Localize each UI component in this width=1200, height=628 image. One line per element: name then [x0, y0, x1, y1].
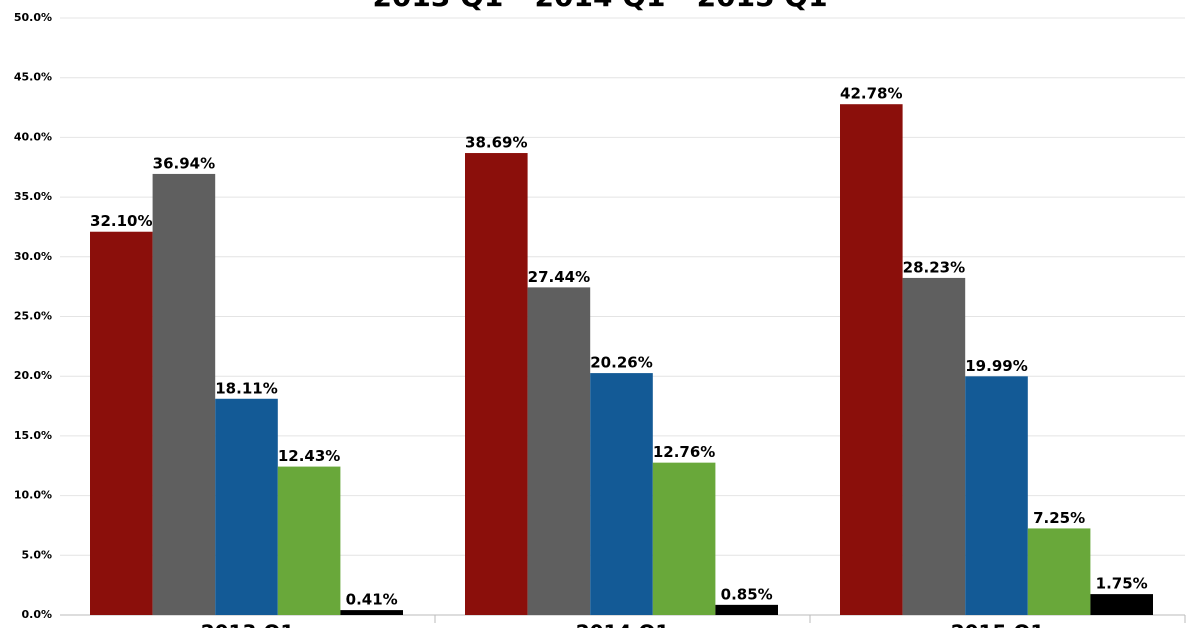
y-tick-label: 30.0% [14, 250, 52, 263]
y-tick-label: 45.0% [14, 71, 52, 84]
bar [902, 277, 966, 615]
y-tick-label: 15.0% [14, 429, 52, 442]
y-tick-label: 50.0% [14, 11, 52, 24]
bar [277, 466, 341, 615]
bar [527, 287, 591, 615]
value-label: 7.25% [1033, 509, 1085, 527]
value-label: 28.23% [903, 258, 965, 276]
bar [1090, 594, 1153, 615]
bar [965, 376, 1028, 615]
y-tick-label: 10.0% [14, 489, 52, 502]
bar [215, 398, 278, 615]
bar [90, 231, 153, 615]
bar [652, 462, 716, 615]
y-tick-label: 5.0% [21, 548, 52, 561]
bar [152, 173, 216, 615]
value-label: 18.11% [215, 379, 277, 397]
value-label: 12.76% [653, 443, 715, 461]
bar [715, 604, 778, 615]
value-label: 32.10% [90, 212, 152, 230]
y-tick-label: 40.0% [14, 130, 52, 143]
bar [590, 373, 653, 615]
value-label: 20.26% [590, 354, 652, 372]
value-label: 1.75% [1096, 575, 1148, 593]
x-tick-label: 2013 Q1 [201, 621, 295, 628]
bar [1027, 528, 1091, 615]
value-label: 38.69% [465, 134, 527, 152]
bar [840, 104, 903, 616]
value-label: 36.94% [153, 154, 215, 172]
value-label: 12.43% [278, 447, 340, 465]
value-label: 19.99% [965, 357, 1027, 375]
y-tick-label: 20.0% [14, 369, 52, 382]
value-label: 0.85% [721, 585, 773, 603]
value-label: 0.41% [346, 591, 398, 609]
value-label: 42.78% [840, 85, 902, 103]
bar [340, 610, 403, 615]
chart-title: 2013 Q1 - 2014 Q1 - 2015 Q1 [372, 0, 827, 13]
y-tick-label: 25.0% [14, 310, 52, 323]
bar [465, 153, 528, 616]
y-tick-label: 0.0% [21, 608, 52, 621]
x-tick-label: 2015 Q1 [951, 621, 1045, 628]
value-label: 27.44% [528, 268, 590, 286]
y-tick-label: 35.0% [14, 190, 52, 203]
x-tick-label: 2014 Q1 [576, 621, 670, 628]
